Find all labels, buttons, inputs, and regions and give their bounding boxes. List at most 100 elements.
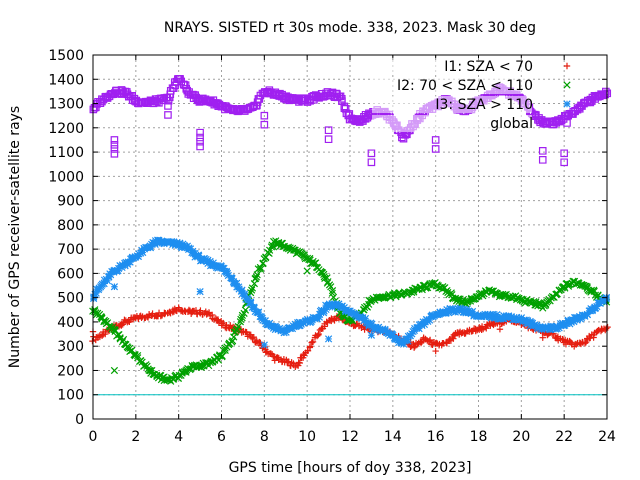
data-point [334, 300, 343, 308]
data-point [249, 335, 256, 342]
y-tick-label: 100 [57, 388, 84, 404]
outlier-point [110, 149, 119, 158]
data-point [128, 346, 136, 354]
data-point [583, 311, 592, 319]
data-point [295, 98, 303, 106]
data-point [250, 333, 258, 341]
data-point [119, 89, 128, 97]
data-point [195, 252, 203, 260]
outlier-point [196, 287, 204, 296]
data-point [90, 293, 98, 301]
data-point [256, 265, 265, 273]
outlier-point [367, 331, 376, 339]
x-tick-label: 8 [260, 429, 269, 445]
data-point [122, 88, 131, 96]
data-point [363, 113, 372, 122]
data-point [241, 107, 249, 115]
data-point [267, 243, 276, 251]
x-tick-label: 24 [598, 429, 616, 445]
data-point [537, 116, 546, 124]
data-point [375, 323, 383, 331]
data-point [134, 351, 142, 360]
data-point [361, 314, 370, 323]
data-point [292, 322, 300, 331]
outlier-point [431, 136, 440, 144]
data-point [489, 310, 497, 319]
data-point [408, 330, 416, 338]
data-point [233, 279, 241, 287]
outlier-point [431, 145, 440, 153]
data-point [238, 286, 246, 294]
outlier-point [324, 126, 333, 135]
data-point [425, 316, 434, 324]
data-point [483, 325, 490, 332]
outlier-point [560, 149, 568, 158]
data-point [443, 305, 451, 314]
data-point [251, 307, 259, 316]
data-point [361, 115, 370, 123]
data-point [328, 289, 336, 297]
data-point [161, 310, 168, 318]
outlier-point [324, 335, 333, 343]
data-point [312, 91, 320, 100]
data-point [420, 320, 429, 329]
legend-label: I2: 70 < SZA < 110 [397, 78, 533, 94]
y-tick-label: 1500 [48, 48, 84, 64]
data-point [173, 238, 181, 247]
data-point [202, 255, 210, 264]
data-point [111, 266, 119, 274]
legend-bg [372, 96, 532, 113]
legend-marker [563, 81, 571, 89]
legend-bg [372, 115, 532, 132]
legend-label: I3: SZA > 110 [435, 97, 533, 113]
data-point [581, 340, 589, 347]
x-tick-label: 4 [174, 429, 183, 445]
outlier-point [303, 267, 311, 275]
data-point [552, 119, 561, 127]
outlier-point [110, 366, 119, 375]
data-point [310, 96, 318, 104]
data-point [252, 273, 261, 281]
data-point [306, 343, 314, 350]
data-point [359, 313, 367, 322]
data-point [308, 339, 315, 346]
series-2 [90, 236, 611, 348]
axis-ticks: 0100200300400500600700800900100011001200… [48, 48, 616, 445]
data-point [240, 292, 249, 300]
outlier-point [560, 158, 568, 167]
y-tick-label: 1400 [48, 72, 84, 88]
data-point [92, 309, 100, 317]
data-point [182, 368, 190, 376]
data-point [218, 352, 226, 360]
y-tick-label: 1100 [48, 145, 84, 161]
data-point [601, 90, 609, 99]
data-point [500, 315, 508, 323]
data-point [191, 253, 199, 261]
legend: I1: SZA < 70 I2: 70 < SZA < 110 I3: SZA > … [372, 58, 571, 132]
outlier-point [196, 142, 204, 151]
data-point [399, 134, 408, 143]
data-point [135, 250, 143, 258]
outlier-point [324, 135, 333, 144]
data-point [137, 249, 145, 257]
data-point [371, 325, 379, 333]
legend-marker [563, 62, 571, 70]
x-tick-label: 22 [555, 429, 573, 445]
data-point [452, 307, 461, 315]
data-point [102, 330, 109, 338]
data-point [322, 305, 330, 314]
data-point [360, 303, 369, 312]
data-point [185, 306, 193, 314]
x-axis-label: GPS time [hours of doy 338, 2023] [229, 460, 472, 476]
data-point [500, 291, 509, 299]
outlier-point [367, 149, 376, 158]
data-point [253, 271, 261, 279]
data-point [426, 336, 434, 344]
data-point [316, 310, 324, 318]
data-point [591, 291, 600, 299]
data-point [100, 276, 109, 284]
data-point [570, 317, 578, 326]
outlier-point [260, 341, 268, 349]
x-tick-label: 14 [384, 429, 402, 445]
